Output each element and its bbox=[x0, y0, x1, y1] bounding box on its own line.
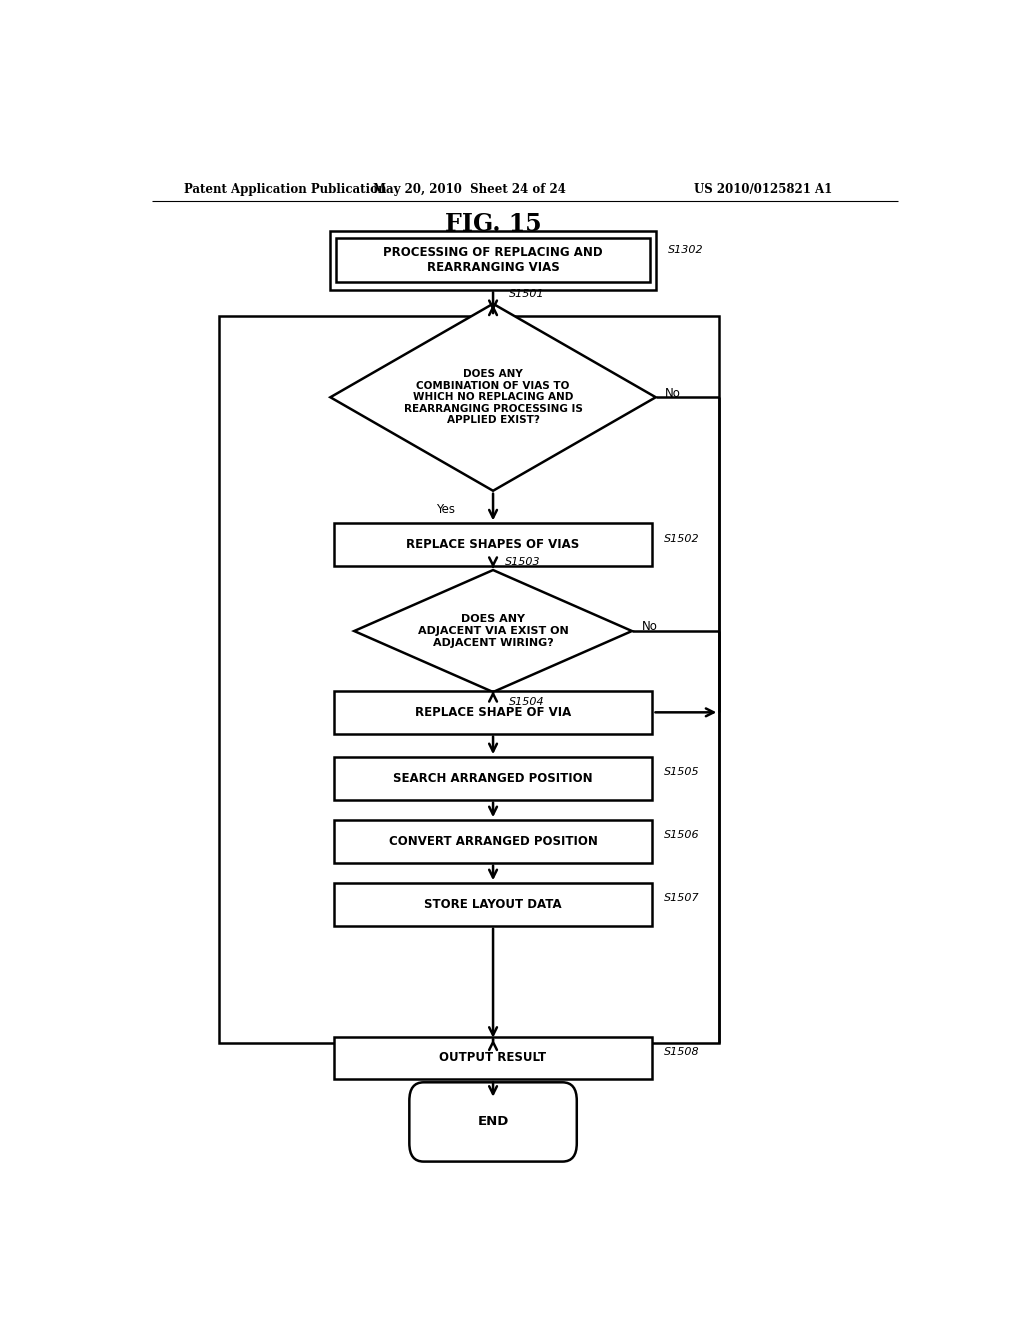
Text: S1506: S1506 bbox=[664, 830, 699, 841]
Text: OUTPUT RESULT: OUTPUT RESULT bbox=[439, 1052, 547, 1064]
FancyBboxPatch shape bbox=[334, 758, 652, 800]
Text: May 20, 2010  Sheet 24 of 24: May 20, 2010 Sheet 24 of 24 bbox=[373, 183, 565, 197]
Text: REPLACE SHAPE OF VIA: REPLACE SHAPE OF VIA bbox=[415, 706, 571, 719]
Text: S1501: S1501 bbox=[509, 289, 545, 298]
Text: S1503: S1503 bbox=[505, 557, 541, 566]
FancyBboxPatch shape bbox=[334, 690, 652, 734]
Text: REPLACE SHAPES OF VIAS: REPLACE SHAPES OF VIAS bbox=[407, 539, 580, 552]
Text: S1507: S1507 bbox=[664, 894, 699, 903]
Text: No: No bbox=[641, 620, 657, 634]
Text: No: No bbox=[666, 387, 681, 400]
Text: STORE LAYOUT DATA: STORE LAYOUT DATA bbox=[424, 898, 562, 911]
FancyBboxPatch shape bbox=[331, 231, 655, 289]
Text: Patent Application Publication: Patent Application Publication bbox=[183, 183, 386, 197]
Text: CONVERT ARRANGED POSITION: CONVERT ARRANGED POSITION bbox=[389, 836, 597, 847]
Text: Yes: Yes bbox=[432, 704, 451, 717]
Text: S1502: S1502 bbox=[664, 533, 699, 544]
Text: DOES ANY
ADJACENT VIA EXIST ON
ADJACENT WIRING?: DOES ANY ADJACENT VIA EXIST ON ADJACENT … bbox=[418, 614, 568, 648]
Text: Yes: Yes bbox=[436, 503, 455, 516]
FancyBboxPatch shape bbox=[334, 820, 652, 863]
Text: S1508: S1508 bbox=[664, 1047, 699, 1057]
Text: DOES ANY
COMBINATION OF VIAS TO
WHICH NO REPLACING AND
REARRANGING PROCESSING IS: DOES ANY COMBINATION OF VIAS TO WHICH NO… bbox=[403, 370, 583, 425]
Text: S1504: S1504 bbox=[509, 697, 545, 708]
Text: FIG. 15: FIG. 15 bbox=[444, 213, 542, 236]
Text: US 2010/0125821 A1: US 2010/0125821 A1 bbox=[693, 183, 833, 197]
Polygon shape bbox=[331, 304, 655, 491]
Text: SEARCH ARRANGED POSITION: SEARCH ARRANGED POSITION bbox=[393, 772, 593, 785]
FancyBboxPatch shape bbox=[334, 523, 652, 566]
FancyBboxPatch shape bbox=[336, 238, 650, 282]
Text: S1302: S1302 bbox=[668, 246, 703, 255]
FancyBboxPatch shape bbox=[334, 1036, 652, 1080]
Text: END: END bbox=[477, 1115, 509, 1129]
Text: S1505: S1505 bbox=[664, 767, 699, 777]
Text: PROCESSING OF REPLACING AND
REARRANGING VIAS: PROCESSING OF REPLACING AND REARRANGING … bbox=[383, 246, 603, 275]
FancyBboxPatch shape bbox=[334, 883, 652, 925]
Polygon shape bbox=[354, 570, 632, 692]
FancyBboxPatch shape bbox=[410, 1082, 577, 1162]
